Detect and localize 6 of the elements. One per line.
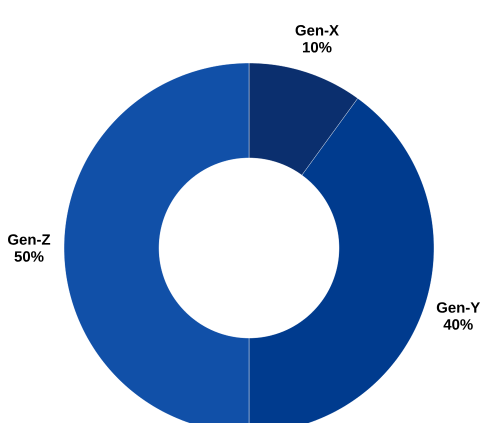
slice-label: Gen-Z [8,234,50,245]
slice-label: Gen-X [296,25,339,36]
data-label: 10% [302,42,332,53]
data-label: 40% [444,319,473,330]
slice-label: Gen-Y [436,302,480,313]
data-label: 50% [14,251,44,262]
